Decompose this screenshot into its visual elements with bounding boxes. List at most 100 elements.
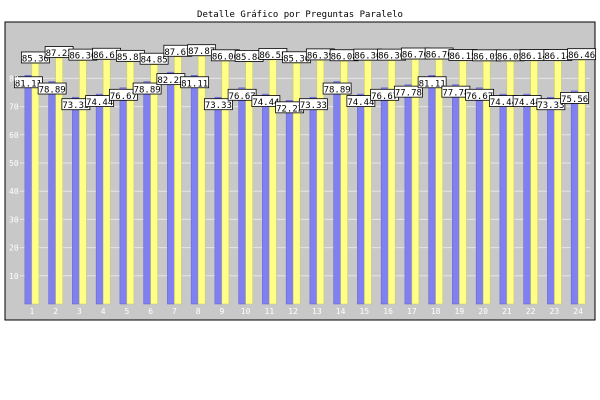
data-label: 74.44 bbox=[347, 98, 374, 108]
data-label: 76.67 bbox=[466, 92, 493, 102]
y-tick-label: 10 bbox=[9, 272, 19, 281]
data-label: 86.70 bbox=[402, 51, 429, 61]
bar bbox=[174, 56, 182, 305]
bar bbox=[506, 61, 515, 305]
data-label: 74.44 bbox=[490, 98, 517, 108]
data-label: 84.85 bbox=[141, 56, 168, 66]
bar bbox=[190, 75, 199, 305]
data-label: 85.36 bbox=[283, 54, 310, 64]
data-label: 76.67 bbox=[110, 92, 137, 102]
data-label: 75.56 bbox=[561, 95, 588, 105]
data-label: 86.39 bbox=[307, 51, 334, 61]
bar bbox=[547, 96, 555, 305]
bar bbox=[55, 57, 63, 305]
bar bbox=[79, 60, 87, 305]
bar bbox=[95, 93, 104, 305]
bar bbox=[530, 60, 538, 305]
bar bbox=[364, 60, 372, 305]
x-tick-label: 2 bbox=[53, 307, 58, 316]
data-label-box bbox=[108, 88, 138, 101]
bar bbox=[245, 61, 253, 305]
bar bbox=[411, 59, 420, 305]
bar bbox=[554, 60, 562, 305]
data-label: 78.89 bbox=[39, 86, 66, 96]
data-label-box bbox=[536, 98, 566, 111]
data-label: 81.11 bbox=[181, 79, 208, 89]
x-tick-label: 23 bbox=[550, 307, 560, 316]
x-tick-label: 24 bbox=[573, 307, 583, 316]
data-label: 74.44 bbox=[252, 98, 279, 108]
data-label: 87.87 bbox=[188, 47, 215, 57]
data-label-box bbox=[417, 76, 447, 89]
x-tick-label: 5 bbox=[124, 307, 129, 316]
data-label: 77.78 bbox=[395, 89, 422, 99]
data-label: 73.33 bbox=[537, 101, 564, 111]
data-label: 82.22 bbox=[157, 76, 184, 86]
bar bbox=[435, 59, 443, 305]
bar bbox=[31, 63, 40, 305]
x-tick-label: 4 bbox=[101, 307, 106, 316]
data-label: 74.44 bbox=[86, 98, 113, 108]
data-label: 87.22 bbox=[46, 49, 73, 59]
data-label: 78.89 bbox=[324, 86, 351, 96]
data-label-box bbox=[139, 52, 169, 65]
bar bbox=[285, 100, 294, 305]
data-label: 86.30 bbox=[354, 52, 381, 62]
bar bbox=[309, 96, 318, 305]
bar bbox=[340, 61, 348, 305]
x-tick-label: 7 bbox=[172, 307, 177, 316]
bar bbox=[197, 55, 206, 305]
data-label-box bbox=[465, 88, 495, 101]
y-tick-label: 40 bbox=[9, 187, 19, 196]
bar bbox=[459, 60, 467, 305]
y-tick-label: 80 bbox=[9, 74, 19, 83]
data-label: 77.78 bbox=[442, 89, 469, 99]
x-tick-label: 16 bbox=[383, 307, 393, 316]
x-tick-label: 13 bbox=[312, 307, 322, 316]
bar bbox=[262, 93, 270, 305]
data-label: 86.55 bbox=[259, 51, 286, 61]
chart-title: Detalle Gráfico por Preguntas Paralelo bbox=[197, 10, 403, 20]
bar bbox=[238, 87, 246, 305]
bar bbox=[167, 71, 175, 305]
data-label: 87.67 bbox=[164, 48, 191, 58]
data-label: 78.89 bbox=[134, 86, 161, 96]
x-tick-label: 11 bbox=[265, 307, 275, 316]
data-label-box bbox=[132, 82, 162, 95]
bar bbox=[48, 81, 56, 305]
y-tick-label: 70 bbox=[9, 103, 19, 112]
x-tick-label: 14 bbox=[336, 307, 346, 316]
x-tick-label: 6 bbox=[148, 307, 153, 316]
bar bbox=[387, 60, 396, 305]
bar bbox=[499, 93, 508, 305]
data-label-box bbox=[298, 98, 328, 111]
x-tick-label: 18 bbox=[431, 307, 441, 316]
data-label: 86.30 bbox=[69, 52, 96, 62]
x-tick-label: 15 bbox=[360, 307, 370, 316]
data-label-box bbox=[560, 92, 590, 104]
data-label: 86.70 bbox=[426, 51, 453, 61]
y-tick-label: 30 bbox=[9, 215, 19, 224]
data-label-box bbox=[393, 85, 423, 98]
bar bbox=[404, 84, 413, 305]
data-label: 73.33 bbox=[300, 101, 327, 111]
data-label-box bbox=[180, 76, 210, 89]
bar bbox=[214, 96, 223, 305]
data-label: 86.46 bbox=[568, 51, 595, 61]
data-label: 74.44 bbox=[514, 98, 541, 108]
data-label: 72.22 bbox=[276, 104, 303, 114]
bar bbox=[428, 75, 436, 305]
bar bbox=[150, 64, 158, 305]
bar bbox=[570, 90, 579, 305]
data-label: 86.14 bbox=[544, 52, 571, 62]
data-label: 86.15 bbox=[449, 52, 476, 62]
data-label-box bbox=[85, 95, 115, 107]
data-label: 81.11 bbox=[419, 79, 446, 89]
data-label: 86.14 bbox=[521, 52, 548, 62]
x-tick-label: 12 bbox=[288, 307, 298, 316]
y-tick-label: 20 bbox=[9, 244, 19, 253]
data-label-box bbox=[227, 88, 257, 101]
y-tick-label: 60 bbox=[9, 131, 19, 140]
x-tick-label: 1 bbox=[29, 307, 34, 316]
